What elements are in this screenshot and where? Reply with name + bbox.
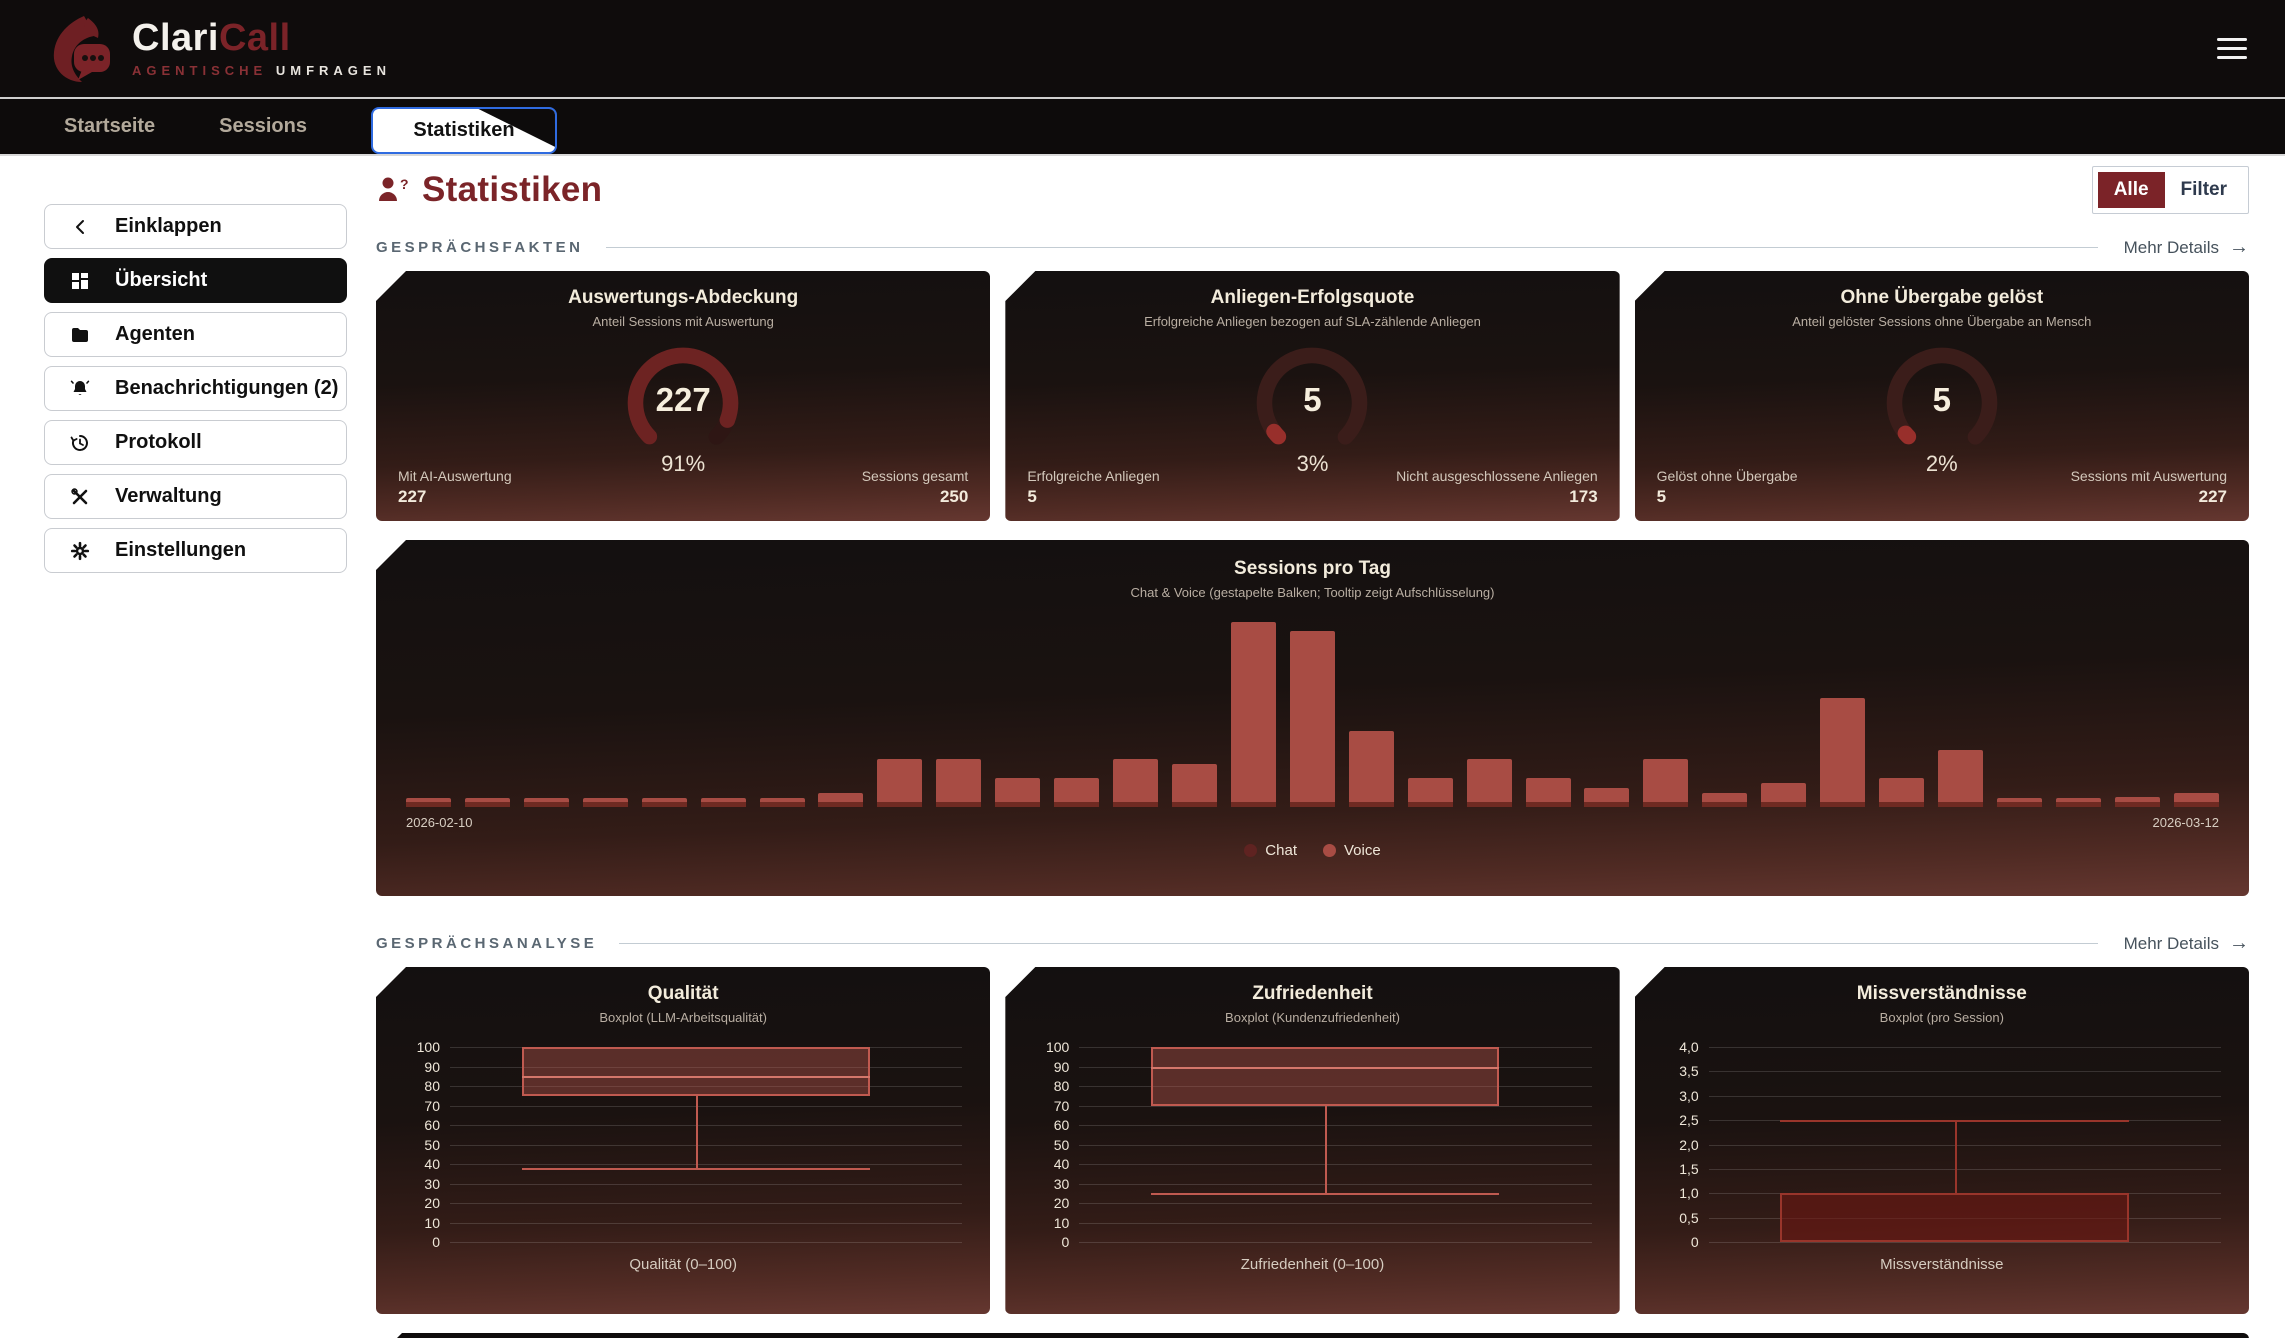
legend-item-voice: Voice [1322, 842, 1381, 859]
tools-icon [67, 484, 93, 510]
bell-icon [67, 376, 93, 402]
bar-chart-legend: Chat Voice [406, 842, 2219, 859]
person-question-icon: ? [379, 176, 409, 201]
boxplot-card-zufriedenheit: Zufriedenheit Boxplot (Kundenzufriedenhe… [1005, 967, 1620, 1314]
boxplot-qualitaet: 100 90 80 70 60 50 40 30 20 10 0 [398, 1039, 968, 1250]
folder-icon [67, 322, 93, 348]
boxplot-card-row: Qualität Boxplot (LLM-Arbeitsqualität) 1… [376, 967, 2249, 1314]
page-title: ? Statistiken [376, 170, 602, 210]
chat-legend-dot [1244, 844, 1258, 857]
kpi-stat-left: Mit AI-Auswertung 227 [398, 468, 512, 506]
bar-2026-02-25[interactable] [1289, 631, 1335, 807]
bar-2026-03-10[interactable] [2055, 798, 2101, 807]
bar-2026-02-12[interactable] [523, 798, 569, 807]
bar-2026-02-24[interactable] [1230, 622, 1276, 807]
bar-2026-02-27[interactable] [1407, 778, 1453, 807]
bar-2026-02-15[interactable] [700, 798, 746, 807]
arrow-right-icon: → [2229, 932, 2249, 954]
bar-2026-02-13[interactable] [582, 798, 628, 807]
sidebar-item-agenten[interactable]: Agenten [44, 312, 347, 357]
x-axis-start-date: 2026-02-10 [406, 815, 473, 830]
gauge-ohne-uebergabe: 5 2% [1878, 339, 2006, 476]
boxplot-card-missverstaendnisse: Missverständnisse Boxplot (pro Session) … [1634, 967, 2249, 1314]
svg-text:?: ? [400, 176, 409, 192]
kpi-stat-right: Sessions mit Auswertung 227 [2070, 468, 2227, 506]
filter-button[interactable]: Filter [2180, 179, 2227, 200]
bar-2026-03-07[interactable] [1879, 778, 1925, 807]
mehr-details-link-2[interactable]: Mehr Details → [2123, 932, 2249, 954]
gauge-auswertungs-abdeckung: 227 91% [619, 339, 747, 476]
tab-sessions[interactable]: Sessions [219, 115, 307, 137]
filter-segmented-control: Alle Filter [2091, 166, 2249, 214]
mehr-details-link-1[interactable]: Mehr Details → [2123, 236, 2249, 258]
section-gespraechsanalyse: GESPRÄCHSANALYSE Mehr Details → [376, 932, 2249, 954]
boxplot-card-qualitaet: Qualität Boxplot (LLM-Arbeitsqualität) 1… [376, 967, 991, 1314]
bar-2026-03-06[interactable] [1820, 698, 1866, 807]
x-axis-end-date: 2026-03-12 [2152, 815, 2220, 830]
app-logo: ClariCall AGENTISCHE UMFRAGEN [44, 12, 391, 86]
sidebar-item-verwaltung[interactable]: Verwaltung [44, 474, 347, 519]
sessions-pro-tag-chart-card: Sessions pro Tag Chat & Voice (gestapelt… [376, 540, 2249, 896]
bar-2026-02-28[interactable] [1466, 759, 1512, 807]
bar-2026-03-05[interactable] [1761, 783, 1807, 807]
bar-2026-02-22[interactable] [1113, 759, 1159, 807]
kpi-card-row: Auswertungs-Abdeckung Anteil Sessions mi… [376, 271, 2249, 521]
voice-legend-dot [1322, 844, 1336, 857]
main-navbar: Startseite Sessions Statistiken [0, 97, 2285, 156]
boxplot-zufriedenheit: 100 90 80 70 60 50 40 30 20 10 0 [1027, 1039, 1597, 1250]
sidebar-item-benachrichtigungen[interactable]: Benachrichtigungen (2) [44, 366, 347, 411]
bar-chart-x-axis: 2026-02-10 2026-03-12 [406, 815, 2219, 830]
kpi-card-auswertungs-abdeckung: Auswertungs-Abdeckung Anteil Sessions mi… [376, 271, 991, 521]
kpi-stat-right: Sessions gesamt 250 [861, 468, 969, 506]
next-section-card-partial [376, 1333, 2249, 1338]
bar-2026-03-03[interactable] [1643, 759, 1689, 807]
bar-2026-03-04[interactable] [1702, 793, 1748, 807]
kpi-stat-left: Gelöst ohne Übergabe 5 [1656, 468, 1798, 506]
bar-2026-03-09[interactable] [1996, 798, 2042, 807]
logo-tagline: AGENTISCHE UMFRAGEN [132, 63, 391, 78]
bar-2026-02-19[interactable] [936, 759, 982, 807]
gauge-anliegen-erfolgsquote: 5 3% [1248, 339, 1376, 476]
bar-2026-02-21[interactable] [1054, 778, 1100, 807]
app-header: ClariCall AGENTISCHE UMFRAGEN [0, 0, 2285, 97]
kpi-card-ohne-uebergabe-geloest: Ohne Übergabe gelöst Anteil gelöster Ses… [1634, 271, 2249, 521]
history-icon [67, 430, 93, 456]
sidebar-item-uebersicht[interactable]: Übersicht [44, 258, 347, 303]
bar-2026-02-16[interactable] [759, 798, 805, 807]
bar-2026-02-10[interactable] [406, 798, 451, 807]
sidebar-item-protokoll[interactable]: Protokoll [44, 420, 347, 465]
kpi-card-anliegen-erfolgsquote: Anliegen-Erfolgsquote Erfolgreiche Anlie… [1005, 271, 1620, 521]
bar-2026-03-11[interactable] [2114, 797, 2160, 807]
tab-startseite[interactable]: Startseite [64, 115, 156, 137]
bar-chart [406, 614, 2219, 807]
bar-2026-02-14[interactable] [641, 798, 687, 807]
bar-2026-03-08[interactable] [1937, 750, 1983, 807]
legend-item-chat: Chat [1244, 842, 1297, 859]
filter-alle-button[interactable]: Alle [2097, 172, 2165, 208]
kpi-stat-left: Erfolgreiche Anliegen 5 [1027, 468, 1160, 506]
bar-2026-02-17[interactable] [818, 793, 864, 807]
bar-2026-02-23[interactable] [1171, 764, 1217, 807]
sidebar-item-einstellungen[interactable]: Einstellungen [44, 528, 347, 573]
arrow-right-icon: → [2229, 236, 2249, 258]
gear-icon [67, 538, 93, 564]
chevron-left-icon [67, 214, 93, 240]
bar-2026-03-01[interactable] [1525, 778, 1571, 807]
section-gespraechsfakten: GESPRÄCHSFAKTEN Mehr Details → [376, 236, 2249, 258]
logo-flame-chat-icon [53, 15, 110, 82]
bar-2026-02-18[interactable] [877, 759, 923, 807]
bar-2026-03-02[interactable] [1584, 788, 1630, 807]
kpi-stat-right: Nicht ausgeschlossene Anliegen 173 [1396, 468, 1598, 506]
bar-2026-02-11[interactable] [464, 798, 510, 807]
grid-icon [67, 268, 93, 294]
hamburger-menu-icon[interactable] [2217, 38, 2247, 59]
sidebar: Einklappen Übersicht Agenten Benachricht… [44, 204, 347, 1338]
bar-2026-03-12[interactable] [2173, 793, 2219, 807]
sidebar-collapse-button[interactable]: Einklappen [44, 204, 347, 249]
boxplot-missverstaendnisse: 4,0 3,5 3,0 2,5 2,0 1,5 1,0 0,5 0 [1657, 1039, 2227, 1250]
bar-2026-02-20[interactable] [995, 778, 1041, 807]
logo-wordmark: ClariCall [132, 17, 291, 59]
bar-2026-02-26[interactable] [1348, 731, 1394, 807]
tab-statistiken[interactable]: Statistiken [370, 107, 557, 154]
